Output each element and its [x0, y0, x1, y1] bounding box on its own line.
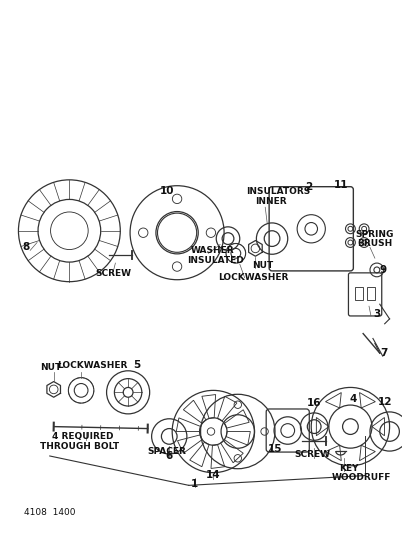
Text: KEY: KEY — [339, 464, 358, 473]
Text: 4108  1400: 4108 1400 — [24, 508, 76, 517]
Text: 16: 16 — [307, 398, 322, 408]
Text: NUT: NUT — [40, 363, 61, 372]
Text: THROUGH BOLT: THROUGH BOLT — [40, 442, 119, 451]
Text: 3: 3 — [373, 309, 380, 319]
Text: WASHER: WASHER — [191, 246, 235, 255]
Text: SCREW: SCREW — [295, 450, 330, 459]
Text: INNER: INNER — [255, 197, 287, 206]
Text: SPRING: SPRING — [355, 230, 394, 239]
Text: 7: 7 — [380, 348, 387, 358]
Text: WOODRUFF: WOODRUFF — [332, 473, 391, 482]
Text: 1: 1 — [191, 479, 198, 489]
Text: BRUSH: BRUSH — [357, 239, 392, 248]
Text: INSULATED: INSULATED — [187, 256, 244, 265]
Text: 2: 2 — [305, 182, 312, 191]
Text: 8: 8 — [22, 243, 30, 252]
Text: SPACER: SPACER — [148, 447, 186, 456]
Text: 12: 12 — [377, 397, 392, 407]
Text: 4 REQUIRED: 4 REQUIRED — [52, 432, 113, 441]
Text: 15: 15 — [268, 444, 282, 454]
Text: 11: 11 — [333, 180, 348, 190]
Text: LOCKWASHER: LOCKWASHER — [218, 273, 288, 281]
Text: 6: 6 — [166, 451, 173, 461]
Text: 4: 4 — [350, 394, 357, 404]
Bar — [355, 287, 363, 300]
Text: NUT: NUT — [253, 261, 274, 270]
Text: INSULATORS: INSULATORS — [246, 188, 310, 197]
Text: 14: 14 — [206, 471, 221, 480]
Text: 5: 5 — [133, 360, 140, 370]
Text: LOCKWASHER: LOCKWASHER — [57, 361, 127, 370]
Text: SCREW: SCREW — [96, 269, 132, 278]
Text: 10: 10 — [160, 187, 175, 197]
Bar — [367, 287, 375, 300]
Text: 9: 9 — [380, 265, 387, 275]
